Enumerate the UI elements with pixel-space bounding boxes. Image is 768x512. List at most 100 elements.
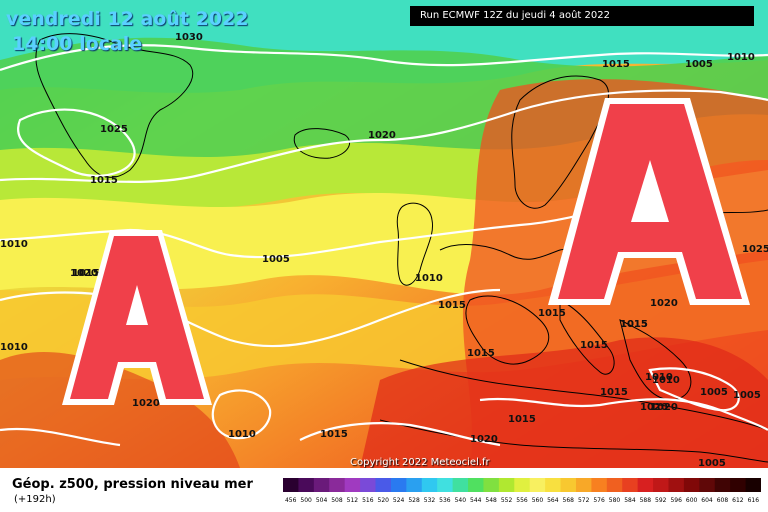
pressure-label: 1015 bbox=[72, 268, 100, 279]
scale-swatch bbox=[483, 478, 500, 492]
scale-swatch bbox=[575, 478, 592, 492]
scale-label: 616 bbox=[748, 497, 760, 504]
pressure-label: 1015 bbox=[320, 429, 348, 440]
scale-label: 516 bbox=[362, 497, 374, 504]
scale-swatch bbox=[390, 478, 407, 492]
pressure-label: 1030 bbox=[175, 32, 203, 43]
run-info-banner: Run ECMWF 12Z du jeudi 4 août 2022 bbox=[410, 6, 754, 26]
scale-swatch bbox=[498, 478, 515, 492]
scale-label: 576 bbox=[593, 497, 605, 504]
pressure-label: 1015 bbox=[620, 319, 648, 330]
scale-label: 552 bbox=[501, 497, 513, 504]
pressure-label: 1010 bbox=[228, 429, 256, 440]
scale-label: 532 bbox=[424, 497, 436, 504]
scale-swatch bbox=[545, 478, 562, 492]
pressure-label: 1015 bbox=[467, 348, 495, 359]
pressure-label: 1015 bbox=[620, 319, 648, 330]
pressure-label-layer: 1030102510201015101010051015101010051025… bbox=[0, 32, 768, 468]
scale-label: 524 bbox=[393, 497, 405, 504]
scale-label: 608 bbox=[717, 497, 729, 504]
scale-label: 544 bbox=[470, 497, 482, 504]
scale-swatch bbox=[591, 478, 608, 492]
pressure-label: 1010 bbox=[0, 239, 28, 250]
scale-label: 556 bbox=[516, 497, 528, 504]
pressure-label: 1020 bbox=[650, 402, 678, 413]
pressure-label: 1015 bbox=[438, 300, 466, 311]
scale-label: 508 bbox=[331, 497, 343, 504]
scale-label: 536 bbox=[439, 497, 451, 504]
pressure-label: 1020 bbox=[368, 130, 396, 141]
pressure-label: 1025 bbox=[100, 124, 128, 135]
scale-swatch bbox=[606, 478, 623, 492]
pressure-label: 1015 bbox=[602, 59, 630, 70]
pressure-label: 1005 bbox=[733, 390, 761, 401]
scale-swatch bbox=[313, 478, 330, 492]
scale-swatch bbox=[699, 478, 716, 492]
scale-label: 564 bbox=[547, 497, 559, 504]
pressure-label: 1005 bbox=[262, 254, 290, 265]
scale-label: 512 bbox=[347, 497, 359, 504]
scale-swatch bbox=[683, 478, 700, 492]
copyright-text: Copyright 2022 Meteociel.fr bbox=[350, 457, 490, 468]
scale-swatch bbox=[298, 478, 315, 492]
scale-label: 504 bbox=[316, 497, 328, 504]
anticyclone-atlantic bbox=[62, 230, 212, 405]
scale-label: 584 bbox=[624, 497, 636, 504]
forecast-time: 14:00 locale bbox=[12, 33, 143, 55]
scale-swatch bbox=[529, 478, 546, 492]
pressure-label: 1010 bbox=[727, 52, 755, 63]
scale-swatch bbox=[514, 478, 531, 492]
scale-swatch bbox=[329, 478, 346, 492]
scale-swatch bbox=[452, 478, 469, 492]
scale-label: 588 bbox=[640, 497, 652, 504]
pressure-label: 1010 bbox=[645, 372, 673, 383]
scale-swatch bbox=[375, 478, 392, 492]
isobar-contours bbox=[0, 44, 768, 447]
pressure-label: 1005 bbox=[698, 458, 726, 468]
scale-label: 572 bbox=[578, 497, 590, 504]
pressure-label: 1015 bbox=[580, 340, 608, 351]
scale-swatch bbox=[283, 478, 299, 492]
map-title: Géop. z500, pression niveau mer bbox=[12, 477, 253, 492]
scale-swatch bbox=[344, 478, 361, 492]
weather-map: 1030102510201015101010051015101010051025… bbox=[0, 0, 768, 468]
scale-swatch bbox=[714, 478, 731, 492]
scale-swatch bbox=[745, 478, 761, 492]
anticyclone-europe bbox=[548, 98, 750, 305]
scale-label: 500 bbox=[300, 497, 312, 504]
scale-swatch bbox=[637, 478, 654, 492]
color-scale-legend: 456 500 504 508 512 516 520 524 528 532 536 540 544 5… bbox=[283, 478, 761, 504]
scale-swatch bbox=[668, 478, 685, 492]
forecast-lead-time: (+192h) bbox=[14, 494, 56, 505]
pressure-label: 1020 bbox=[132, 398, 160, 409]
pressure-label: 1010 bbox=[652, 375, 680, 386]
pressure-label: 1020 bbox=[650, 298, 678, 309]
pressure-label: 1005 bbox=[700, 387, 728, 398]
scale-label: 592 bbox=[655, 497, 667, 504]
pressure-label: 1005 bbox=[685, 59, 713, 70]
scale-label: 456 bbox=[285, 497, 297, 504]
forecast-date: vendredi 12 août 2022 bbox=[6, 8, 249, 30]
scale-swatch bbox=[622, 478, 639, 492]
scale-swatch bbox=[560, 478, 577, 492]
scale-swatch bbox=[421, 478, 438, 492]
scale-label: 528 bbox=[408, 497, 420, 504]
pressure-label: 1025 bbox=[742, 244, 768, 255]
scale-label: 540 bbox=[455, 497, 467, 504]
scale-label: 580 bbox=[609, 497, 621, 504]
pressure-label: 1015 bbox=[90, 175, 118, 186]
scale-swatch bbox=[653, 478, 669, 492]
scale-swatch bbox=[360, 478, 377, 492]
pressure-label: 1015 bbox=[600, 387, 628, 398]
scale-swatch bbox=[468, 478, 484, 492]
pressure-label: 1010 bbox=[415, 273, 443, 284]
pressure-label: 1015 bbox=[538, 308, 566, 319]
scale-swatch bbox=[730, 478, 747, 492]
field-hot-core-west bbox=[0, 351, 240, 468]
scale-swatch bbox=[437, 478, 454, 492]
scale-label: 596 bbox=[670, 497, 682, 504]
scale-label: 604 bbox=[701, 497, 713, 504]
field-hot-core-south bbox=[360, 337, 768, 468]
scale-label: 520 bbox=[378, 497, 390, 504]
